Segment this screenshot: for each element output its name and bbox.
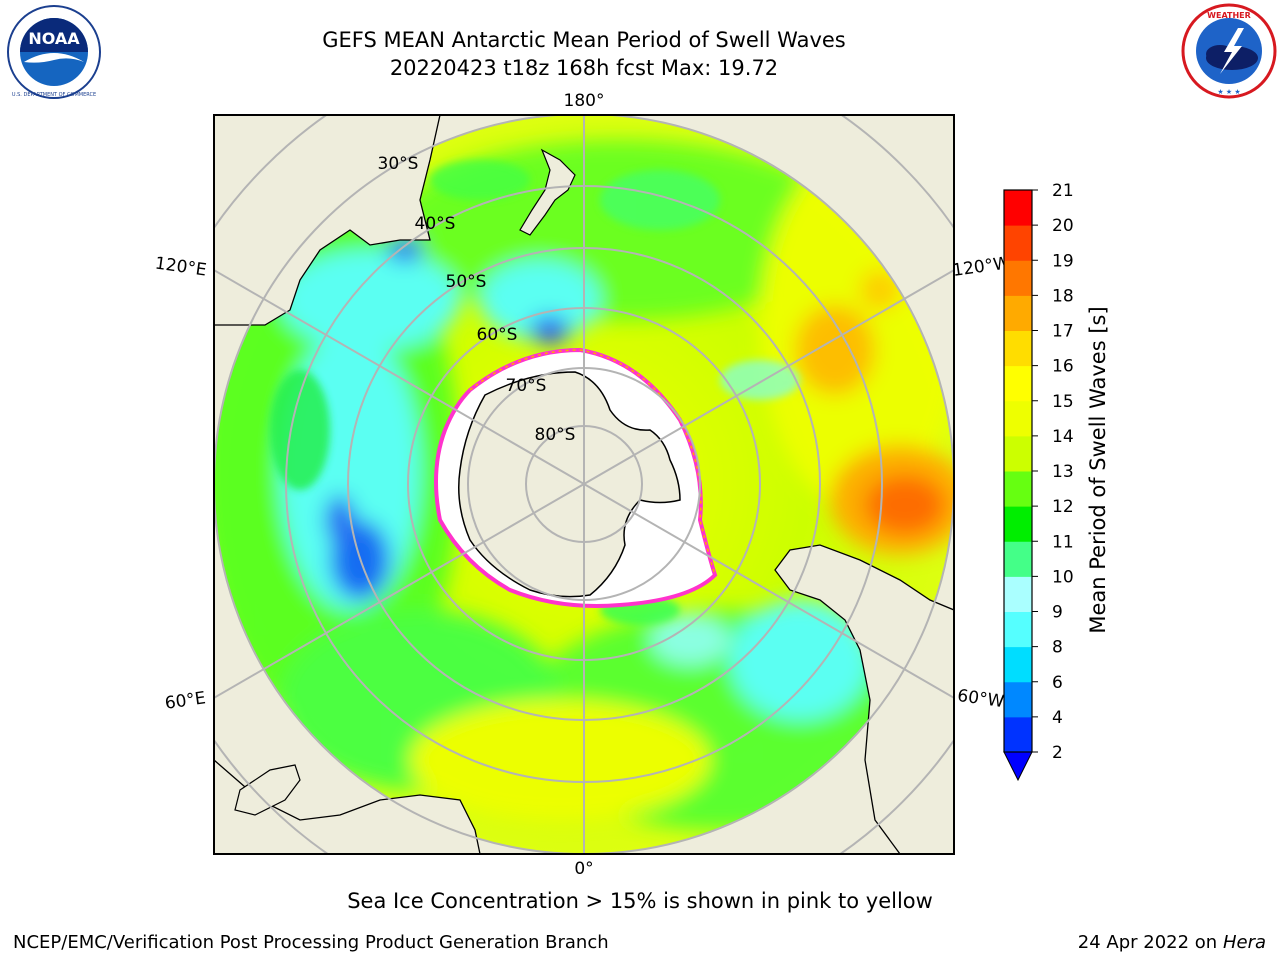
colorbar-tick-label: 6: [1052, 673, 1063, 693]
svg-text:★ ★ ★: ★ ★ ★: [1217, 88, 1240, 96]
colorbar-tick-label: 19: [1052, 251, 1074, 271]
colorbar-tick-label: 10: [1052, 567, 1074, 587]
colorbar-segment: [1004, 225, 1032, 261]
nws-logo: WEATHER ★ ★ ★: [1181, 3, 1277, 99]
colorbar-segment: [1004, 260, 1032, 296]
lat-label-70s: 70°S: [506, 376, 547, 396]
swell-period-field: [214, 115, 954, 854]
colorbar-label: Mean Period of Swell Waves [s]: [1086, 306, 1110, 634]
new-zealand: [519, 148, 576, 236]
credit-text: NCEP/EMC/Verification Post Processing Pr…: [13, 932, 609, 953]
colorbar-tick-label: 20: [1052, 216, 1074, 236]
colorbar-tick-label: 11: [1052, 532, 1074, 552]
lat-label-30s: 30°S: [378, 154, 419, 174]
colorbar-tick-label: 15: [1052, 392, 1074, 412]
madagascar: [234, 764, 301, 816]
lat-label-40s: 40°S: [415, 214, 456, 234]
colorbar-segment: [1004, 576, 1032, 612]
date-text: 24 Apr 2022 on: [1077, 932, 1223, 953]
colorbar-segment: [1004, 190, 1032, 226]
lat-label-80s: 80°S: [535, 425, 576, 445]
colorbar-tick-label: 14: [1052, 427, 1074, 447]
colorbar-segment: [1004, 435, 1032, 472]
lat-label-50s: 50°S: [446, 272, 487, 292]
colorbar-tick-label: 13: [1052, 462, 1074, 482]
colorbar-segment: [1004, 681, 1032, 718]
colorbar-segment: [1004, 365, 1032, 402]
machine-name: Hera: [1222, 932, 1266, 953]
colorbar-tick-label: 17: [1052, 322, 1074, 342]
colorbar-segment: [1004, 611, 1032, 648]
colorbar-extend-arrow: [1003, 751, 1033, 782]
noaa-logo-bottom-text: U.S. DEPARTMENT OF COMMERCE: [12, 92, 96, 98]
south-america: [774, 544, 954, 854]
colorbar-segment: [1004, 716, 1032, 753]
date-stamp: 24 Apr 2022 on Hera: [1078, 932, 1266, 953]
graticule: [214, 115, 954, 854]
colorbar-segment: [1004, 471, 1032, 507]
lon-label-180: 180°: [564, 91, 605, 111]
svg-text:WEATHER: WEATHER: [1207, 11, 1251, 20]
australia: [214, 115, 441, 326]
colorbar-segment: [1004, 541, 1032, 577]
map-title: GEFS MEAN Antarctic Mean Period of Swell…: [322, 28, 846, 52]
colorbar-tick-label: 8: [1052, 638, 1063, 658]
colorbar-tick-label: 4: [1052, 708, 1063, 728]
colorbar-segment: [1004, 330, 1032, 367]
colorbar-tick-label: 9: [1052, 603, 1063, 623]
colorbar-segment: [1004, 506, 1032, 542]
colorbar-tick-label: 12: [1052, 497, 1074, 517]
colorbar-segment: [1004, 295, 1032, 331]
map-frame: [213, 114, 955, 855]
colorbar-tick-label: 2: [1052, 743, 1063, 763]
colorbar-segment: [1004, 646, 1032, 683]
lat-label-60s: 60°S: [477, 325, 518, 345]
noaa-logo: NOAA U.S. DEPARTMENT OF COMMERCE: [7, 5, 101, 99]
colorbar-tick-label: 18: [1052, 286, 1074, 306]
sea-ice-note: Sea Ice Concentration > 15% is shown in …: [347, 889, 933, 913]
colorbar-segment: [1004, 400, 1032, 437]
lon-label-0: 0°: [574, 859, 593, 879]
colorbar-tick-label: 21: [1052, 181, 1074, 201]
map-subtitle: 20220423 t18z 168h fcst Max: 19.72: [389, 56, 779, 80]
colorbar-tick-label: 16: [1052, 357, 1074, 377]
svg-text:NOAA: NOAA: [28, 29, 80, 48]
